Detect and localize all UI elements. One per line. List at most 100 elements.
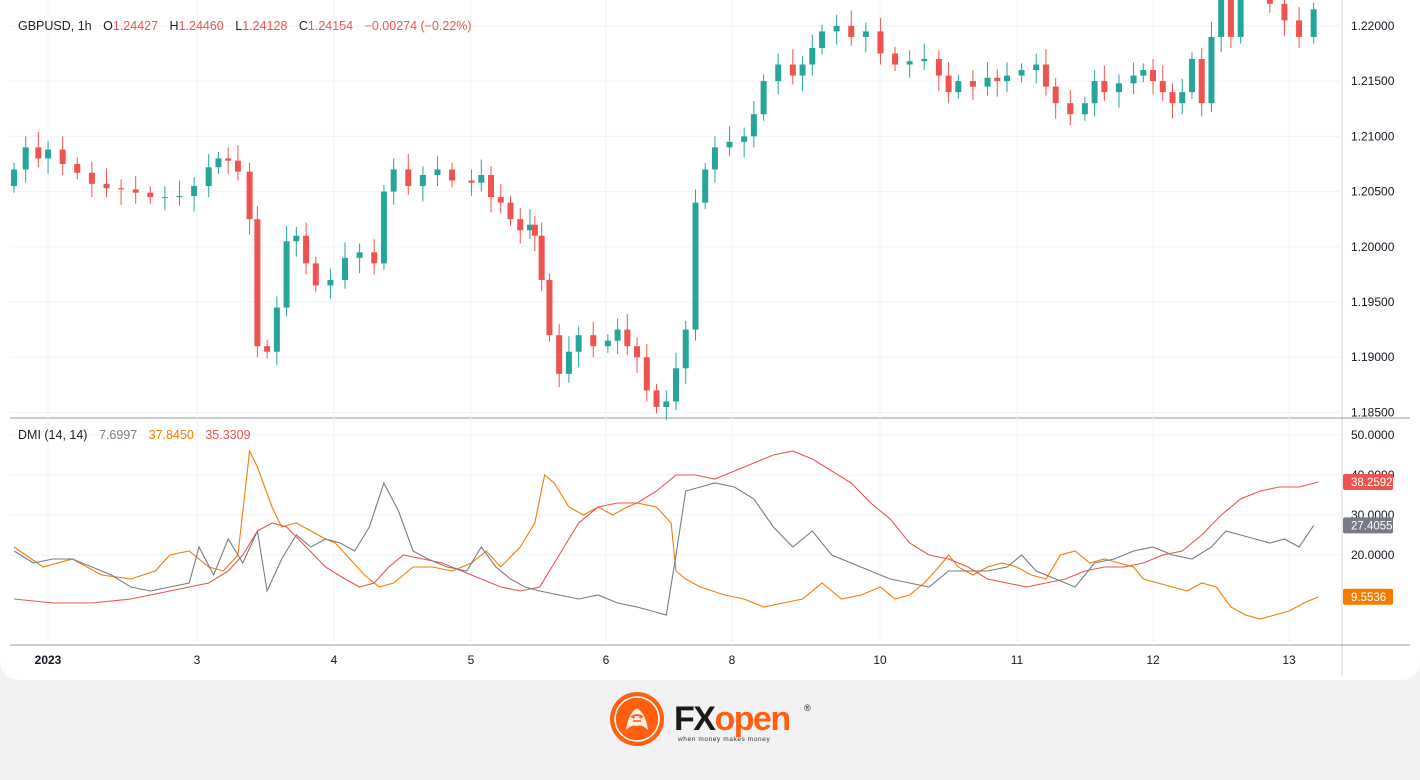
candle-body bbox=[234, 160, 241, 172]
candle-body bbox=[531, 224, 538, 236]
candle-body bbox=[634, 346, 641, 358]
candle-body bbox=[1004, 75, 1010, 82]
candle-body bbox=[906, 61, 913, 65]
candle-body bbox=[1091, 81, 1098, 104]
candle-body bbox=[45, 149, 52, 159]
dmi-name: DMI (14, 14) bbox=[18, 428, 88, 442]
fxopen-brand: FXopen ® when money makes money bbox=[608, 690, 818, 750]
price-legend: GBPUSD, 1h O1.24427 H1.24460 L1.24128 C1… bbox=[18, 19, 472, 33]
chart-canvas[interactable]: 1.22000 1.21500 1.21000 1.20500 1.20000 1.195… bbox=[0, 0, 1420, 680]
candle-body bbox=[1101, 81, 1108, 93]
wordmark-open: open bbox=[714, 700, 791, 738]
candle-body bbox=[1296, 20, 1303, 37]
candle-body bbox=[833, 25, 840, 32]
candle-body bbox=[711, 147, 718, 170]
candle-body bbox=[935, 59, 942, 76]
candle-body bbox=[945, 75, 952, 93]
dmi-last-value-label: 9.5536 bbox=[1351, 592, 1386, 604]
candle-body bbox=[254, 219, 261, 347]
low-label: L bbox=[235, 19, 243, 33]
candle-body bbox=[488, 174, 495, 198]
time-tick-label: 5 bbox=[468, 653, 475, 667]
candle-body bbox=[984, 77, 991, 87]
candle-body bbox=[1310, 9, 1317, 37]
candle-body bbox=[1115, 83, 1122, 93]
fxopen-wordmark: FXopen bbox=[674, 700, 791, 739]
candle-body bbox=[726, 141, 733, 148]
price-tick-label: 1.19000 bbox=[1351, 350, 1395, 364]
candle-body bbox=[1218, 0, 1225, 37]
candle-body bbox=[468, 180, 475, 183]
dmi-last-value-tag bbox=[1343, 473, 1393, 490]
candle-body bbox=[955, 81, 962, 93]
candle-body bbox=[205, 167, 212, 187]
candle-body bbox=[565, 351, 572, 374]
candle-body bbox=[273, 307, 280, 352]
candle-body bbox=[312, 263, 319, 286]
dmi-last-value-label: 38.2592 bbox=[1351, 477, 1393, 489]
time-tick-label: 8 bbox=[729, 653, 736, 667]
change-value: −0.00274 (−0.22%) bbox=[364, 19, 472, 33]
dmi-last-value-tag bbox=[1343, 517, 1393, 534]
candle-body bbox=[1198, 59, 1205, 104]
time-tick-label: 3 bbox=[194, 653, 201, 667]
open-label: O bbox=[103, 19, 113, 33]
price-tick-label: 1.21000 bbox=[1351, 129, 1395, 143]
candle-body bbox=[1042, 64, 1049, 87]
candle-body bbox=[1067, 103, 1074, 115]
candle-body bbox=[692, 202, 699, 330]
dmi-value-3: 35.3309 bbox=[205, 428, 251, 442]
candle-body bbox=[147, 192, 154, 198]
candle-body bbox=[775, 64, 782, 82]
price-tick-label: 1.22000 bbox=[1351, 19, 1395, 33]
dmi-last-value-label: 27.4055 bbox=[1351, 520, 1393, 532]
candle-body bbox=[643, 357, 650, 391]
candle-body bbox=[877, 31, 884, 54]
candle-body bbox=[478, 174, 485, 183]
candle-body bbox=[809, 47, 816, 65]
candle-body bbox=[497, 197, 504, 203]
candle-body bbox=[88, 172, 95, 184]
candle-body bbox=[380, 191, 387, 264]
candle-body bbox=[1179, 92, 1186, 104]
candle-body bbox=[1018, 70, 1025, 76]
candle-body bbox=[1033, 64, 1040, 71]
candle-body bbox=[575, 335, 582, 352]
dmi-tick-label: 50.0000 bbox=[1351, 428, 1395, 442]
candle-body bbox=[1081, 103, 1088, 115]
candle-body bbox=[103, 183, 110, 189]
candle-body bbox=[434, 169, 441, 175]
candle-body bbox=[702, 169, 709, 203]
time-tick-label: 6 bbox=[603, 653, 610, 667]
candle-body bbox=[1140, 70, 1147, 76]
candle-body bbox=[526, 224, 533, 231]
dmi-legend: DMI (14, 14) 7.6997 37.8450 35.3309 bbox=[18, 428, 251, 442]
low-value: 1.24128 bbox=[242, 19, 288, 33]
candle-body bbox=[22, 147, 29, 170]
candle-body bbox=[507, 202, 514, 220]
candle-body bbox=[215, 158, 222, 168]
candle-body bbox=[246, 171, 253, 220]
candle-body bbox=[517, 219, 524, 231]
dmi-line-1 bbox=[13, 449, 1319, 620]
candle-body bbox=[405, 169, 412, 187]
candle-body bbox=[750, 114, 757, 137]
candle-body bbox=[1237, 0, 1244, 37]
candle-body bbox=[1188, 59, 1195, 93]
candle-body bbox=[604, 340, 611, 347]
candle-body bbox=[449, 169, 456, 181]
time-tick-label: 11 bbox=[1011, 653, 1024, 667]
time-tick-label: 10 bbox=[873, 653, 887, 667]
candle-body bbox=[789, 64, 796, 76]
candle-body bbox=[1227, 0, 1234, 37]
candle-body bbox=[11, 169, 17, 187]
candle-body bbox=[1052, 86, 1059, 104]
price-tick-label: 1.18500 bbox=[1351, 405, 1395, 419]
candle-body bbox=[590, 335, 597, 347]
dmi-last-value-tag bbox=[1343, 588, 1393, 605]
candle-body bbox=[1159, 81, 1166, 93]
candle-body bbox=[1169, 92, 1176, 104]
candle-body bbox=[624, 329, 631, 347]
price-tick-label: 1.20000 bbox=[1351, 240, 1395, 254]
candle-body bbox=[614, 329, 621, 341]
